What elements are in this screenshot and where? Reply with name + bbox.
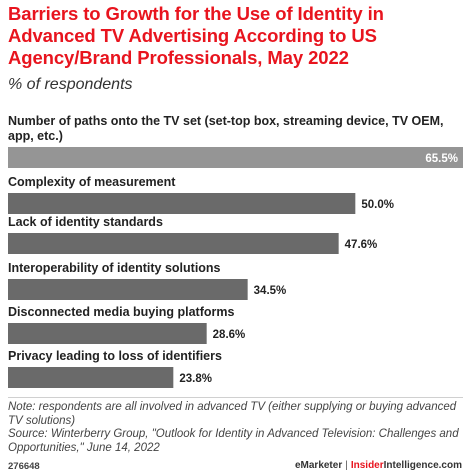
bar-group: Interoperability of identity solutions 34… bbox=[8, 261, 286, 300]
value-label: 34.5% bbox=[254, 285, 287, 297]
category-label: Complexity of measurement bbox=[8, 175, 176, 189]
bar bbox=[8, 323, 207, 344]
source-text: Source: Winterberry Group, "Outlook for … bbox=[8, 428, 459, 454]
value-label: 47.6% bbox=[345, 239, 378, 251]
brand-insider-accent: Insider bbox=[350, 460, 384, 471]
value-label: 65.5% bbox=[425, 153, 458, 165]
chart-title: Barriers to Growth for the Use of Identi… bbox=[8, 3, 384, 68]
bar-group: Complexity of measurement 50.0% bbox=[8, 175, 394, 214]
chart-id: 276648 bbox=[8, 461, 40, 472]
bar bbox=[8, 367, 174, 388]
bar-group: Number of paths onto the TV set (set-top… bbox=[8, 114, 463, 168]
category-label: Interoperability of identity solutions bbox=[8, 261, 221, 275]
footer-divider bbox=[8, 397, 463, 398]
bar-group: Privacy leading to loss of identifiers 23… bbox=[8, 349, 222, 388]
footnote: Note: respondents are all involved in ad… bbox=[8, 401, 463, 455]
bar bbox=[8, 233, 339, 254]
category-label: Disconnected media buying platforms bbox=[8, 305, 234, 319]
value-label: 23.8% bbox=[179, 373, 212, 385]
brand-footer[interactable]: eMarketer | InsiderIntelligence.com bbox=[295, 460, 462, 471]
chart-subtitle: % of respondents bbox=[8, 76, 133, 93]
bar-group: Lack of identity standards 47.6% bbox=[8, 215, 377, 254]
bar bbox=[8, 279, 248, 300]
bar bbox=[8, 147, 463, 168]
category-label: app, etc.) bbox=[8, 129, 63, 143]
note-text: Note: respondents are all involved in ad… bbox=[8, 401, 457, 427]
brand-separator: | bbox=[345, 460, 348, 471]
category-label: Lack of identity standards bbox=[8, 215, 163, 229]
value-label: 28.6% bbox=[213, 329, 246, 341]
bar-chart: Number of paths onto the TV set (set-top… bbox=[8, 114, 463, 388]
category-label: Number of paths onto the TV set (set-top… bbox=[8, 114, 443, 128]
brand-emarketer: eMarketer bbox=[294, 460, 343, 471]
value-label: 50.0% bbox=[361, 199, 394, 211]
bar-group: Disconnected media buying platforms 28.6% bbox=[8, 305, 245, 344]
brand-insider-intelligence: InsiderIntelligence.com bbox=[351, 460, 462, 471]
category-label: Privacy leading to loss of identifiers bbox=[8, 349, 222, 363]
brand-intelligence-rest: Intelligence.com bbox=[383, 460, 462, 471]
bar bbox=[8, 193, 356, 214]
